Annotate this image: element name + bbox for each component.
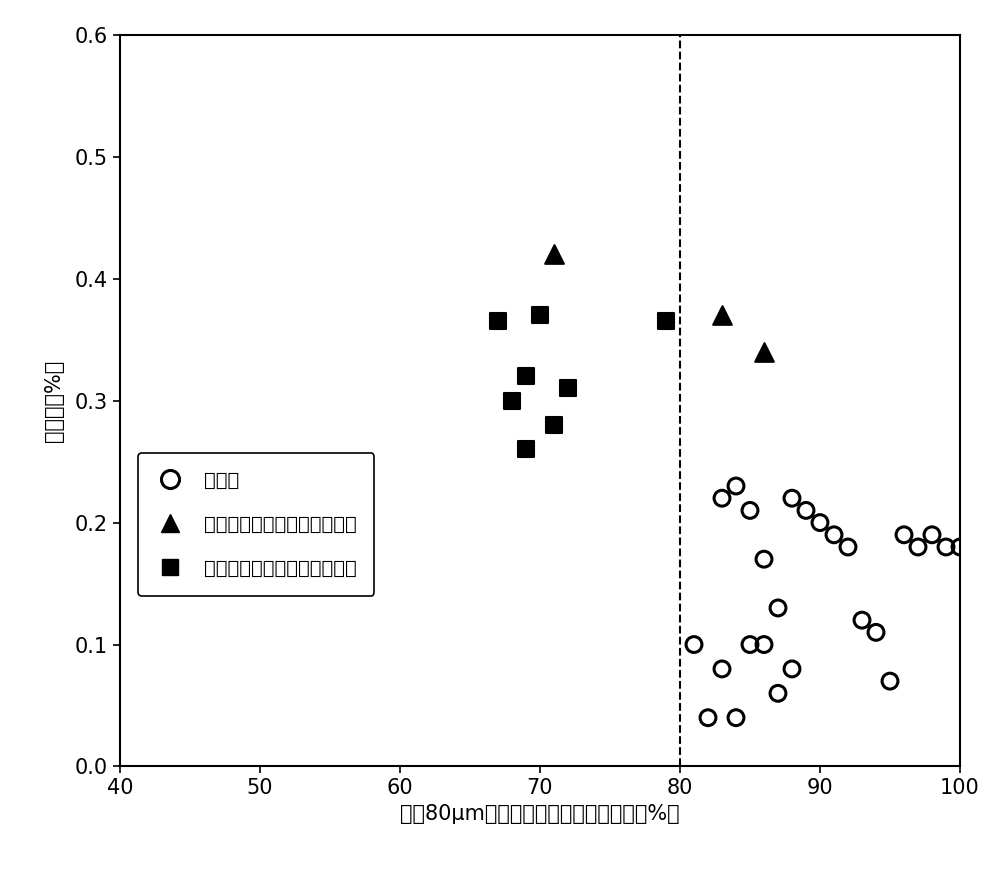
Point [714,662,730,676]
Point [770,686,786,700]
Point [504,394,520,408]
Point [686,638,702,652]
Point [854,613,870,627]
Point [756,552,772,566]
Point [756,345,772,359]
Point [490,314,506,328]
Point [784,662,800,676]
Point [868,625,884,639]
Point [938,540,954,554]
Point [560,381,576,395]
Point [728,479,744,493]
Point [798,503,814,517]
Point [882,674,898,688]
Point [924,528,940,542]
Point [826,528,842,542]
Point [714,491,730,505]
Point [518,442,534,456]
Point [910,540,926,554]
Point [546,247,562,261]
Point [714,308,730,322]
Point [784,491,800,505]
Point [742,503,758,517]
Point [658,314,674,328]
Point [728,711,744,725]
Point [952,540,968,554]
Point [812,516,828,530]
Legend: 发明例, 比较例（钢材成分为范围外）, 比较例（制造条件为范围外）: 发明例, 比较例（钢材成分为范围外）, 比较例（制造条件为范围外） [138,453,374,596]
Point [742,638,758,652]
Y-axis label: 芯振摆（%）: 芯振摆（%） [44,360,64,442]
Point [532,308,548,322]
Point [700,711,716,725]
Point [756,638,772,652]
Point [518,369,534,383]
Point [896,528,912,542]
Point [770,601,786,615]
Point [840,540,856,554]
X-axis label: 粒径80μm以下の原奥氏体晶粒面積率（%）: 粒径80μm以下の原奥氏体晶粒面積率（%） [400,804,680,824]
Point [546,418,562,432]
